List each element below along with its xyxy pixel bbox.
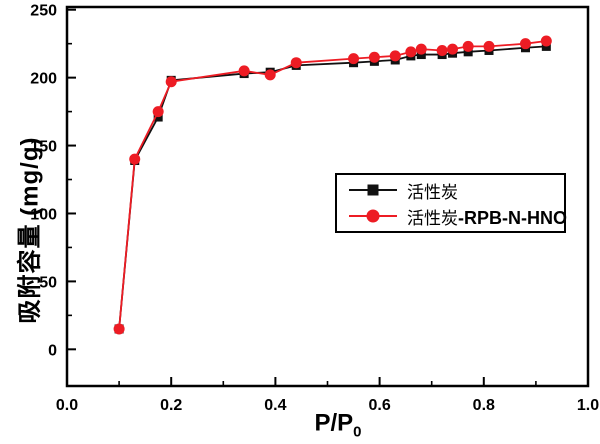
legend-line-red bbox=[349, 209, 397, 223]
data-point-marker bbox=[447, 43, 459, 55]
minor-ticks bbox=[67, 42, 537, 386]
major-ticks bbox=[66, 8, 589, 386]
data-point-marker bbox=[405, 46, 417, 58]
data-point-marker bbox=[483, 40, 495, 52]
legend-item-activated-carbon: 活性炭 bbox=[349, 178, 564, 203]
series-activated-carbon-rpb-n-hno bbox=[113, 35, 552, 335]
legend-item-activated-carbon-rpb-n-hno: 活性炭-RPB-N-HNO bbox=[349, 204, 567, 229]
legend-label-cjk: 活性炭 bbox=[407, 208, 458, 228]
x-axis-title-subscript: 0 bbox=[353, 423, 362, 441]
data-point-marker bbox=[238, 65, 250, 77]
y-axis-title: 吸附容量 (mg/g) bbox=[16, 136, 44, 324]
y-tick-label: 200 bbox=[30, 71, 57, 88]
tick-labels: 0.0 0.2 0.4 0.6 0.8 1.0 0 50 100 150 200 250 bbox=[30, 3, 599, 414]
x-tick-label: 0.2 bbox=[160, 397, 182, 414]
legend-label-latin: -RPB-N-HNO bbox=[458, 207, 567, 228]
x-tick-label: 0.0 bbox=[56, 397, 78, 414]
x-tick-label: 0.6 bbox=[368, 397, 390, 414]
legend-marker-square-icon bbox=[367, 184, 379, 196]
legend: 活性炭 活性炭-RPB-N-HNO bbox=[335, 173, 567, 233]
legend-line-black bbox=[349, 184, 397, 196]
data-point-marker bbox=[436, 44, 448, 56]
x-axis-title-main: P/P bbox=[314, 409, 354, 437]
data-point-marker bbox=[462, 40, 474, 52]
data-point-marker bbox=[415, 43, 427, 55]
legend-marker-circle-icon bbox=[366, 209, 380, 223]
data-point-marker bbox=[165, 76, 177, 88]
x-tick-label: 1.0 bbox=[577, 397, 599, 414]
y-tick-label: 50 bbox=[39, 274, 57, 291]
legend-label-cjk: 活性炭 bbox=[407, 182, 458, 202]
data-point-marker bbox=[389, 50, 401, 62]
y-tick-label: 100 bbox=[30, 206, 57, 223]
legend-label-activated-carbon: 活性炭 bbox=[407, 178, 458, 203]
data-point-marker bbox=[129, 153, 141, 165]
y-tick-label: 150 bbox=[30, 139, 57, 156]
data-point-marker bbox=[152, 106, 164, 118]
data-point-marker bbox=[348, 53, 360, 65]
x-axis-title: P/P0 bbox=[314, 410, 361, 441]
data-point-marker bbox=[368, 51, 380, 63]
legend-label-activated-carbon-rpb-n-hno: 活性炭-RPB-N-HNO bbox=[407, 204, 567, 229]
y-tick-label: 0 bbox=[48, 342, 57, 359]
data-point-marker bbox=[519, 38, 531, 50]
data-point-marker bbox=[540, 35, 552, 47]
data-point-marker bbox=[113, 323, 125, 335]
y-tick-label: 250 bbox=[30, 3, 57, 20]
x-tick-label: 0.4 bbox=[264, 397, 286, 414]
data-point-marker bbox=[264, 69, 276, 81]
x-tick-label: 0.8 bbox=[473, 397, 495, 414]
data-point-marker bbox=[290, 57, 302, 69]
